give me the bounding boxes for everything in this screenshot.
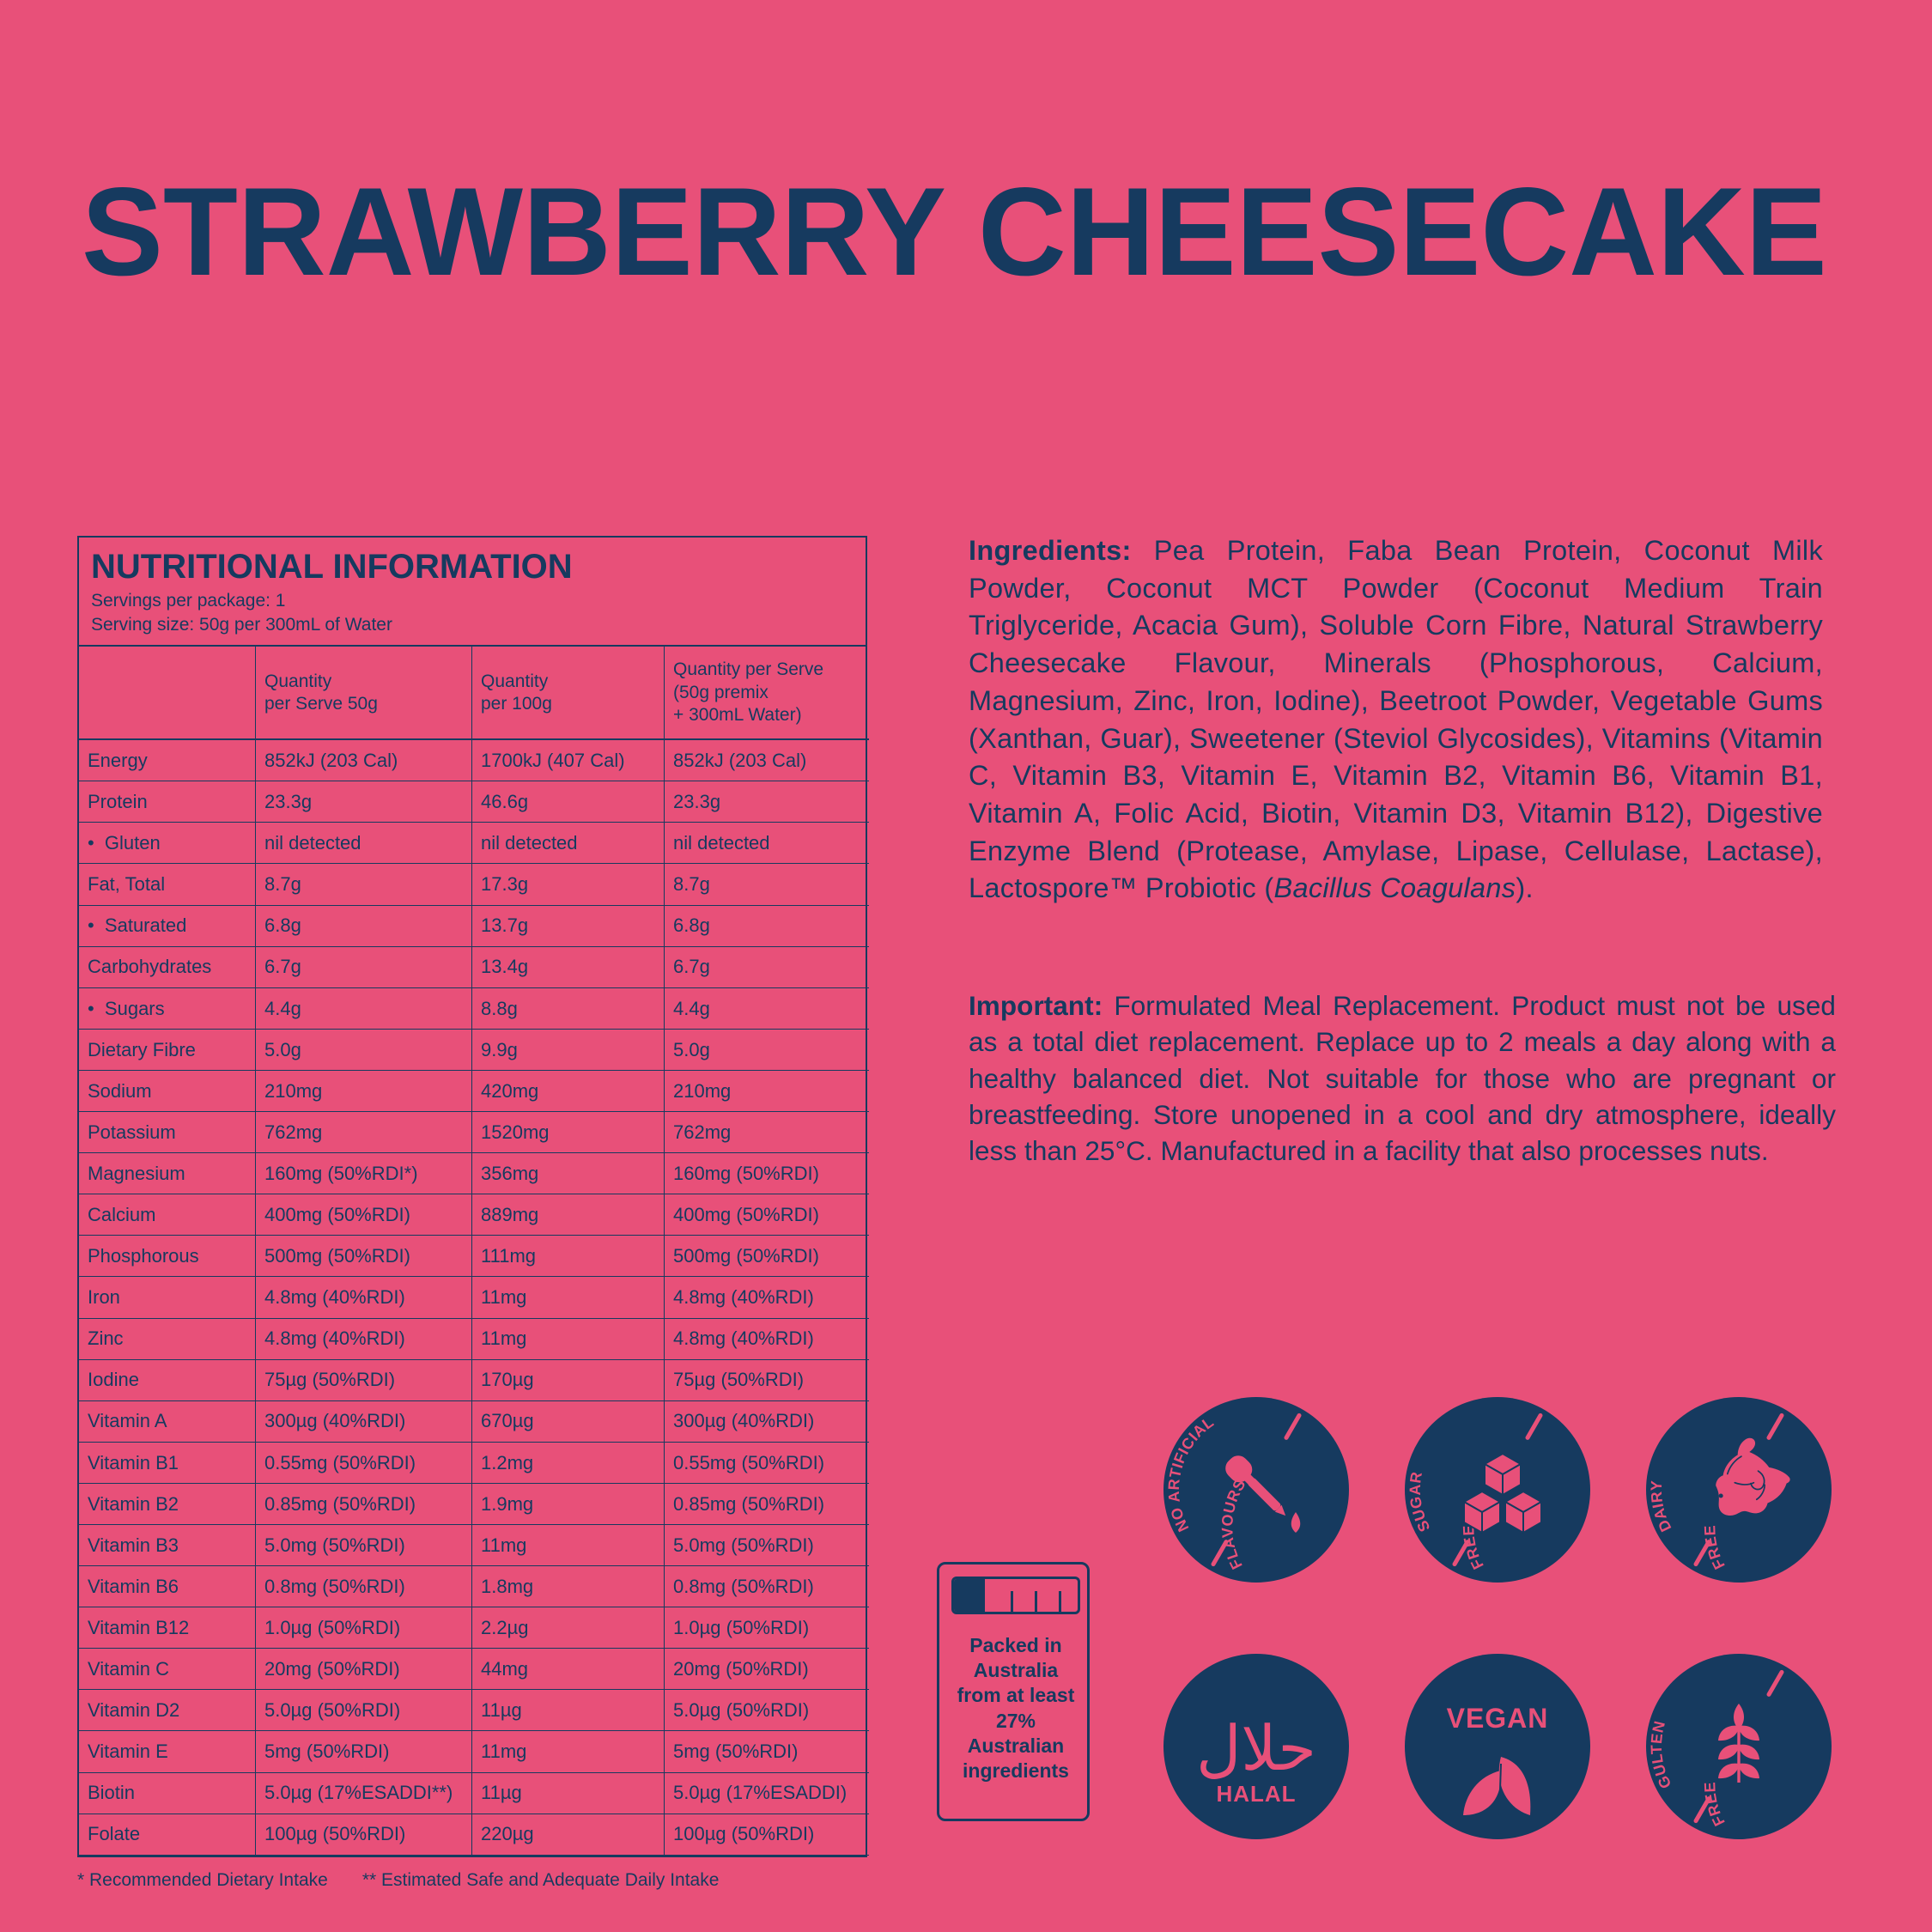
- svg-text:حلال: حلال: [1196, 1715, 1316, 1783]
- svg-text:HALAL: HALAL: [1216, 1781, 1296, 1807]
- svg-text:VEGAN: VEGAN: [1447, 1703, 1549, 1734]
